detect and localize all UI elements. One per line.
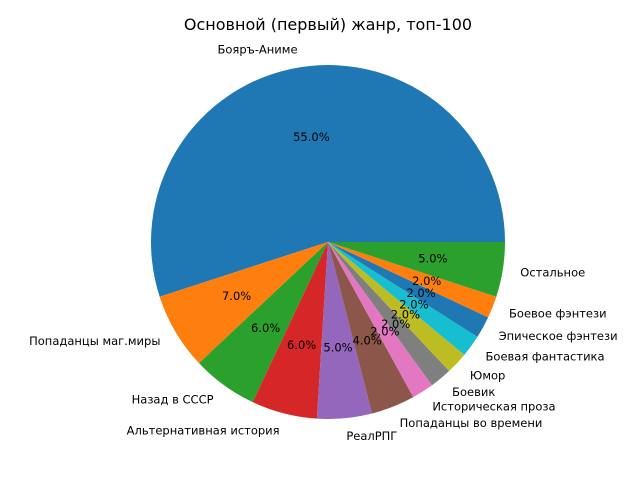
pie-slice	[328, 242, 506, 297]
slice-label: Альтернативная история	[127, 424, 280, 438]
pie-slice	[159, 242, 328, 364]
slice-percent-label: 5.0%	[323, 341, 352, 355]
slice-label: Эпическое фэнтези	[499, 329, 618, 343]
pie-slice	[328, 242, 497, 318]
pie-slice	[328, 242, 450, 386]
pie-slice	[328, 242, 414, 414]
pie-slice	[151, 65, 505, 297]
outer-labels-layer: Бояръ-Аниме Попаданцы маг.миры Назад в ССС…	[29, 43, 617, 443]
pct-labels-layer: 55.0%7.0%6.0%6.0% 5.0% 4.0%2.0%2.0%2.0%2.0…	[222, 130, 448, 355]
chart-title: Основной (первый) жанр, топ-100	[184, 15, 472, 34]
slice-percent-label: 4.0%	[352, 334, 381, 348]
slice-label: Остальное	[520, 265, 585, 279]
slice-percent-label: 7.0%	[222, 289, 251, 303]
pie-slice	[328, 242, 478, 355]
pie-slice	[328, 242, 489, 337]
slice-label: Боевое фэнтези	[509, 307, 607, 321]
slice-label: Бояръ-Аниме	[218, 43, 298, 57]
slice-percent-label: 55.0%	[293, 130, 330, 144]
slice-percent-label: 6.0%	[287, 338, 316, 352]
slice-percent-label: 2.0%	[391, 308, 420, 322]
slice-percent-label: 5.0%	[418, 252, 447, 266]
slice-percent-label: 2.0%	[406, 286, 435, 300]
slice-percent-label: 2.0%	[381, 317, 410, 331]
pie-slice	[328, 242, 465, 372]
slice-label: Попаданцы маг.миры	[29, 334, 160, 348]
slice-label: Попаданцы во времени	[400, 416, 543, 430]
slice-label: Назад в СССР	[132, 393, 214, 407]
slice-percent-label: 2.0%	[370, 325, 399, 339]
slice-label: Боевик	[452, 385, 495, 399]
slice-percent-label: 2.0%	[412, 274, 441, 288]
slice-percent-label: 6.0%	[251, 321, 280, 335]
pie-slice	[328, 242, 433, 398]
pie-slice	[252, 242, 328, 419]
slices-layer	[151, 65, 506, 419]
slice-label: Боевая фантастика	[486, 349, 605, 363]
slice-label: Историческая проза	[432, 399, 555, 413]
pie-slice	[316, 242, 373, 419]
slice-label: Юмор	[470, 368, 505, 382]
slice-label: РеалРПГ	[346, 429, 397, 443]
pie-slice	[198, 242, 328, 403]
slice-percent-label: 2.0%	[399, 297, 428, 311]
